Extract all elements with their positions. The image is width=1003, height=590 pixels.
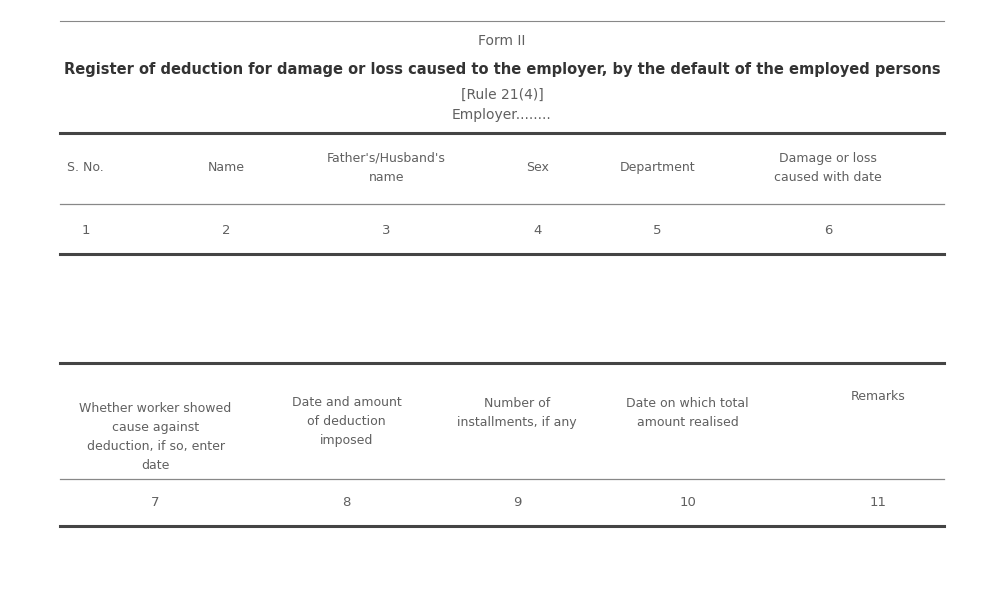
Text: 6: 6 xyxy=(823,224,831,237)
Text: 8: 8 xyxy=(342,496,350,509)
Text: 10: 10 xyxy=(679,496,695,509)
Text: Register of deduction for damage or loss caused to the employer, by the default : Register of deduction for damage or loss… xyxy=(63,62,940,77)
Text: 2: 2 xyxy=(222,224,230,237)
Text: 1: 1 xyxy=(81,224,89,237)
Text: 4: 4 xyxy=(533,224,541,237)
Text: Form II: Form II xyxy=(477,34,526,48)
Text: Number of
installments, if any: Number of installments, if any xyxy=(456,397,577,429)
Text: Whether worker showed
cause against
deduction, if so, enter
date: Whether worker showed cause against dedu… xyxy=(79,402,232,471)
Text: Damage or loss
caused with date: Damage or loss caused with date xyxy=(773,152,882,183)
Text: [Rule 21(4)]: [Rule 21(4)] xyxy=(460,87,543,101)
Text: 9: 9 xyxy=(513,496,521,509)
Text: S. No.: S. No. xyxy=(67,161,103,174)
Text: Department: Department xyxy=(619,161,695,174)
Text: Date on which total
amount realised: Date on which total amount realised xyxy=(626,397,748,429)
Text: 11: 11 xyxy=(870,496,886,509)
Text: Date and amount
of deduction
imposed: Date and amount of deduction imposed xyxy=(291,396,401,447)
Text: 5: 5 xyxy=(653,224,661,237)
Text: Remarks: Remarks xyxy=(851,390,905,403)
Text: 7: 7 xyxy=(151,496,159,509)
Text: 3: 3 xyxy=(382,224,390,237)
Text: Employer........: Employer........ xyxy=(451,108,552,122)
Text: Father's/Husband's
name: Father's/Husband's name xyxy=(327,152,445,183)
Text: Name: Name xyxy=(208,161,244,174)
Text: Sex: Sex xyxy=(526,161,548,174)
